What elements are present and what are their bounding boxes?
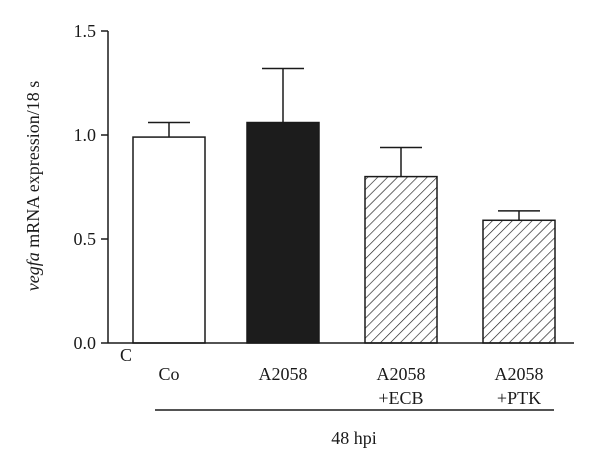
corner-label: C: [120, 345, 132, 365]
group-label: 48 hpi: [331, 428, 377, 448]
y-axis-label-rest: mRNA expression/18 s: [23, 81, 43, 253]
bar: [482, 219, 556, 344]
y-axis-ticks: 0.0 0.5 1.0 1.5: [74, 21, 108, 353]
x-tick-label: +PTK: [497, 388, 541, 408]
y-tick-label: 1.5: [74, 21, 97, 41]
bars-group: [132, 67, 556, 344]
x-tick-label: A2058: [259, 364, 308, 384]
y-tick-label: 1.0: [74, 125, 97, 145]
x-tick-label: +ECB: [378, 388, 423, 408]
x-tick-label: A2058: [377, 364, 426, 384]
x-tick-label: Co: [158, 364, 179, 384]
bar: [364, 175, 438, 344]
y-axis-label-italic: vegfa: [23, 252, 43, 291]
bar: [132, 136, 206, 344]
x-tick-label: A2058: [495, 364, 544, 384]
y-axis-label: vegfa mRNA expression/18 s: [23, 81, 43, 292]
x-axis-labels: Co A2058 A2058 +ECB A2058 +PTK: [158, 364, 543, 408]
y-tick-label: 0.0: [74, 333, 97, 353]
y-tick-label: 0.5: [74, 229, 97, 249]
bar: [246, 121, 320, 344]
